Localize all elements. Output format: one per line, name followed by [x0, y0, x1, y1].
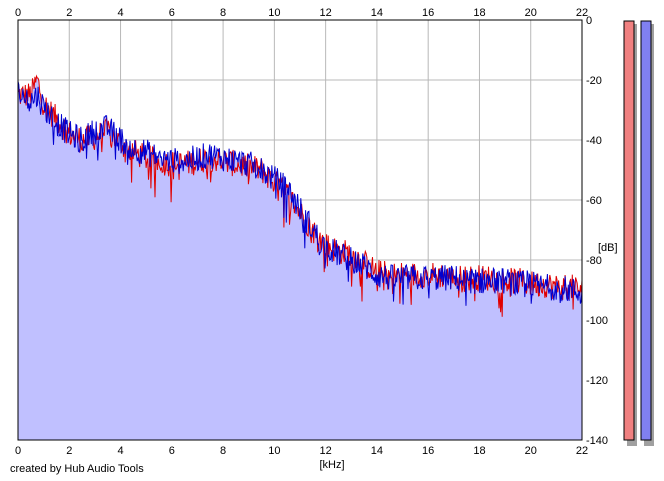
y-tick-label: -120	[586, 375, 608, 387]
x-tick-labels-bottom: 0 2 4 6 8 10 12 14 16 18 20 22	[15, 445, 588, 457]
x-tick-label-top: 2	[66, 7, 72, 19]
credit-text: created by Hub Audio Tools	[10, 463, 144, 475]
x-tick-label-bottom: 20	[525, 445, 537, 457]
x-tick-label-top: 10	[268, 7, 280, 19]
x-tick-label-top: 20	[525, 7, 537, 19]
y-axis-label: [dB]	[598, 242, 618, 254]
x-tick-label-top: 12	[320, 7, 332, 19]
y-tick-labels: 0 -20 -40 -60 -80 -100 -120 -140	[586, 15, 608, 447]
x-tick-labels-top: 0 2 4 6 8 10 12 14 16 18 20 22	[15, 7, 588, 19]
y-tick-label: 0	[586, 15, 592, 27]
x-tick-label-bottom: 8	[220, 445, 226, 457]
x-tick-label-bottom: 2	[66, 445, 72, 457]
x-tick-label-top: 6	[169, 7, 175, 19]
x-tick-label-top: 22	[576, 7, 588, 19]
y-tick-label: -140	[586, 435, 608, 447]
series-line-blue	[17, 81, 583, 306]
plot-frame	[17, 19, 583, 441]
y-tick-label: -60	[586, 195, 602, 207]
level-meters	[623, 20, 654, 446]
x-tick-label-bottom: 18	[473, 445, 485, 457]
level-meter-1	[623, 20, 635, 441]
series-lines	[17, 74, 583, 317]
level-meter-2	[640, 20, 652, 441]
x-tick-label-bottom: 0	[15, 445, 21, 457]
y-tick-label: -80	[586, 255, 602, 267]
x-tick-label-bottom: 4	[117, 445, 123, 457]
x-tick-label-bottom: 6	[169, 445, 175, 457]
x-tick-label-top: 14	[371, 7, 383, 19]
x-tick-label-top: 4	[117, 7, 123, 19]
x-tick-label-top: 16	[422, 7, 434, 19]
spectrum-area	[18, 76, 582, 440]
x-tick-label-bottom: 16	[422, 445, 434, 457]
x-tick-label-bottom: 12	[320, 445, 332, 457]
x-tick-label-bottom: 14	[371, 445, 383, 457]
x-tick-label-bottom: 10	[268, 445, 280, 457]
x-tick-label-top: 0	[15, 7, 21, 19]
x-axis-label: [kHz]	[319, 459, 344, 471]
y-tick-label: -20	[586, 75, 602, 87]
x-tick-label-top: 18	[473, 7, 485, 19]
spectrum-fill-area	[18, 76, 582, 440]
y-tick-label: -40	[586, 135, 602, 147]
y-tick-label: -100	[586, 315, 608, 327]
x-tick-label-bottom: 22	[576, 445, 588, 457]
x-tick-label-top: 8	[220, 7, 226, 19]
